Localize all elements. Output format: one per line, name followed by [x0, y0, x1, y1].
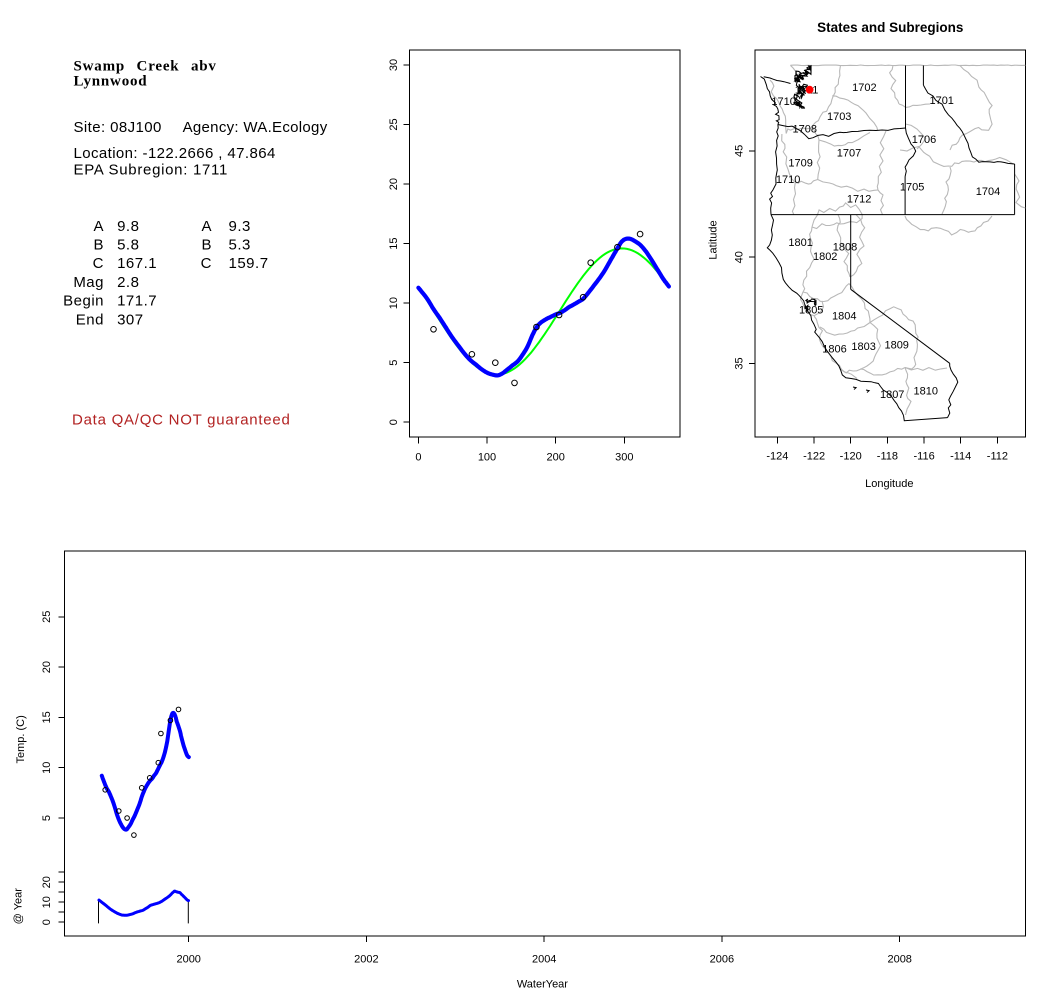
svg-text:0: 0 [41, 919, 53, 925]
svg-text:1709: 1709 [788, 157, 812, 169]
svg-text:Latitude: Latitude [708, 220, 720, 259]
svg-text:20: 20 [388, 178, 400, 190]
svg-text:1805: 1805 [799, 305, 823, 317]
svg-text:0: 0 [388, 419, 400, 425]
svg-text:1808: 1808 [833, 242, 857, 254]
svg-text:45: 45 [733, 145, 745, 157]
svg-text:1701: 1701 [929, 95, 953, 107]
svg-text:Begin: Begin [63, 293, 104, 310]
svg-text:Agency: WA.Ecology: Agency: WA.Ecology [183, 119, 328, 136]
svg-text:20: 20 [41, 876, 53, 888]
svg-text:20: 20 [41, 661, 53, 673]
svg-text:1705: 1705 [900, 182, 924, 194]
svg-text:5.8: 5.8 [117, 237, 139, 254]
svg-text:1706: 1706 [912, 134, 936, 146]
svg-text:A: A [93, 218, 104, 235]
svg-text:Longitude: Longitude [865, 478, 913, 490]
svg-text:10: 10 [41, 762, 53, 774]
svg-text:200: 200 [547, 451, 565, 463]
svg-text:States and Subregions: States and Subregions [817, 20, 963, 35]
svg-text:1710: 1710 [776, 174, 800, 186]
svg-text:-114: -114 [950, 450, 971, 462]
svg-text:C: C [201, 255, 212, 272]
svg-text:-112: -112 [987, 450, 1008, 462]
svg-text:171.7: 171.7 [117, 293, 157, 310]
svg-text:Temp. (C): Temp. (C) [15, 715, 27, 763]
svg-text:1803: 1803 [851, 341, 875, 353]
svg-text:300: 300 [615, 451, 633, 463]
svg-text:B: B [93, 237, 104, 254]
svg-text:Site: 08J100: Site: 08J100 [74, 119, 162, 136]
svg-text:1702: 1702 [852, 82, 876, 94]
svg-text:Swamp Creek abv: Swamp Creek abv [74, 58, 217, 74]
svg-text:1707: 1707 [837, 147, 861, 159]
svg-text:Location: -122.2666 , 47.864: Location: -122.2666 , 47.864 [74, 145, 276, 162]
svg-text:-116: -116 [913, 450, 934, 462]
svg-text:2002: 2002 [354, 953, 378, 965]
svg-text:2.8: 2.8 [117, 274, 139, 291]
svg-text:B: B [201, 237, 212, 254]
svg-text:2006: 2006 [710, 953, 734, 965]
svg-text:1802: 1802 [813, 251, 837, 263]
svg-text:9.3: 9.3 [229, 218, 251, 235]
svg-text:1704: 1704 [976, 186, 1000, 198]
svg-text:1809: 1809 [884, 339, 908, 351]
svg-text:2004: 2004 [532, 953, 556, 965]
svg-text:-120: -120 [840, 450, 862, 462]
svg-text:1708: 1708 [793, 123, 817, 135]
svg-text:167.1: 167.1 [117, 255, 157, 272]
svg-text:2000: 2000 [176, 953, 200, 965]
svg-text:1807: 1807 [880, 389, 904, 401]
svg-text:-122: -122 [803, 450, 825, 462]
svg-text:25: 25 [41, 611, 53, 623]
svg-text:@ Year: @ Year [13, 888, 25, 925]
svg-text:1806: 1806 [822, 344, 846, 356]
svg-text:5.3: 5.3 [229, 237, 251, 254]
svg-text:5: 5 [388, 360, 400, 366]
svg-text:15: 15 [41, 711, 53, 723]
svg-text:9.8: 9.8 [117, 218, 139, 235]
svg-text:25: 25 [388, 118, 400, 130]
svg-text:10: 10 [388, 297, 400, 309]
svg-text:15: 15 [388, 237, 400, 249]
svg-text:C: C [93, 255, 104, 272]
svg-text:1801: 1801 [788, 237, 812, 249]
svg-text:1703: 1703 [827, 111, 851, 123]
svg-text:10: 10 [41, 896, 53, 908]
svg-text:Mag: Mag [73, 274, 104, 291]
svg-text:0: 0 [415, 451, 421, 463]
svg-text:End: End [76, 311, 104, 328]
svg-text:EPA Subregion: 1711: EPA Subregion: 1711 [74, 162, 229, 179]
svg-text:1712: 1712 [847, 194, 871, 206]
svg-text:A: A [201, 218, 212, 235]
svg-text:159.7: 159.7 [229, 255, 269, 272]
svg-text:Data QA/QC NOT guaranteed: Data QA/QC NOT guaranteed [72, 411, 291, 428]
svg-text:1810: 1810 [914, 385, 938, 397]
svg-text:40: 40 [733, 251, 745, 263]
svg-text:Lynnwood: Lynnwood [74, 73, 148, 89]
svg-text:-118: -118 [877, 450, 898, 462]
svg-text:307: 307 [117, 311, 144, 328]
svg-text:2008: 2008 [887, 953, 911, 965]
svg-text:1710: 1710 [771, 96, 795, 108]
svg-text:100: 100 [478, 451, 496, 463]
svg-text:-124: -124 [766, 450, 788, 462]
svg-text:30: 30 [388, 59, 400, 71]
svg-text:5: 5 [41, 815, 53, 821]
svg-text:WaterYear: WaterYear [517, 978, 568, 990]
svg-text:35: 35 [733, 357, 745, 369]
svg-text:1804: 1804 [832, 310, 856, 322]
